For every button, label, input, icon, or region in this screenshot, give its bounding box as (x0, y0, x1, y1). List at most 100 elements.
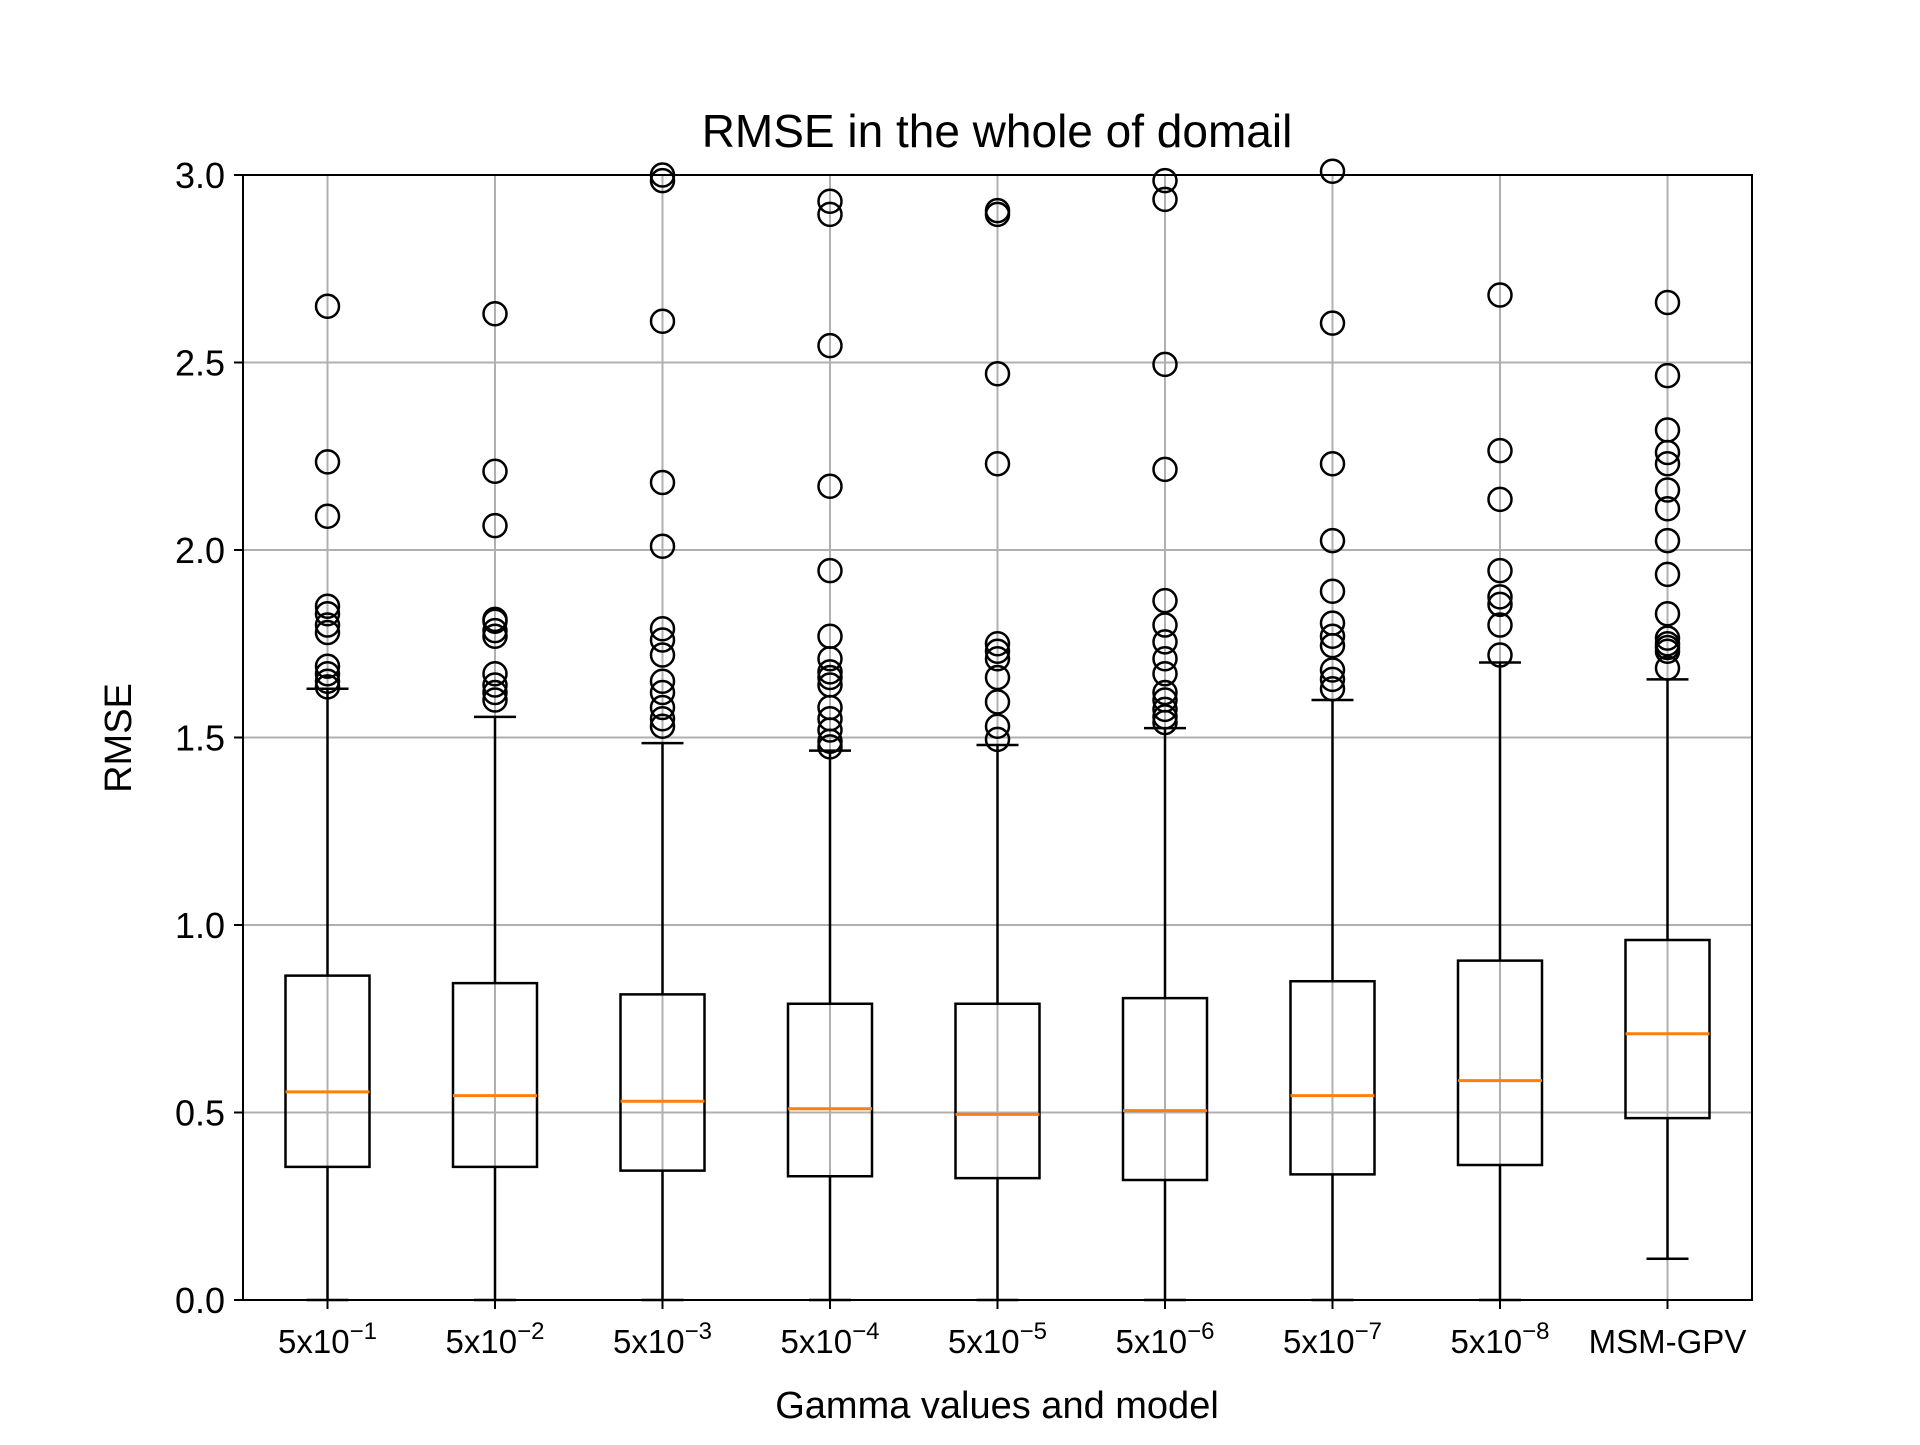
outlier-point (482, 661, 508, 687)
outlier-point (1654, 477, 1681, 503)
x-tick-label-base: 5x10 (948, 1323, 1020, 1360)
outlier-point (314, 593, 341, 619)
y-tick-label: 2.0 (175, 530, 225, 571)
y-axis-label: RMSE (98, 683, 140, 793)
y-tick-label: 1.0 (175, 905, 225, 946)
outlier-point (1487, 612, 1513, 638)
outlier-point (817, 734, 843, 760)
box-group (1624, 289, 1711, 1260)
outlier-point (1487, 437, 1513, 464)
outlier-point (482, 623, 508, 649)
outlier-point (1654, 655, 1681, 681)
outlier-point (1654, 561, 1681, 588)
x-tick-label-exponent: −2 (517, 1318, 544, 1345)
box-group (1289, 158, 1376, 1302)
outlier-point (649, 616, 676, 642)
outlier-point (1319, 578, 1346, 604)
outlier-point (984, 631, 1011, 657)
outlier-point (649, 706, 676, 732)
outlier-point (1152, 612, 1178, 638)
outlier-point (817, 557, 843, 584)
outlier-point (314, 449, 341, 475)
outlier-point (1654, 362, 1681, 389)
outlier-point (1654, 496, 1681, 522)
outlier-point (984, 689, 1011, 715)
outlier-point (817, 659, 843, 685)
outlier-point (1152, 709, 1178, 736)
outlier-point (1654, 625, 1681, 651)
outlier-point (1152, 646, 1178, 672)
y-axis-ticks: 0.0 0.5 1.0 1.5 2.0 2.5 3.0 (175, 155, 243, 1321)
x-tick-label: 5x10−7 (1283, 1318, 1382, 1360)
outlier-point (1319, 666, 1346, 693)
box-group (1121, 167, 1209, 1302)
outlier-point (817, 664, 843, 691)
outlier-point (1152, 704, 1178, 730)
x-tick-label-base: MSM-GPV (1589, 1323, 1747, 1360)
outlier-point (649, 627, 676, 653)
outlier-point (817, 728, 843, 754)
outlier-point (1654, 451, 1681, 477)
x-tick-label-exponent: −4 (852, 1318, 879, 1345)
x-tick-label-exponent: −7 (1355, 1318, 1382, 1345)
box-group (954, 197, 1041, 1302)
outlier-point (1487, 584, 1513, 610)
outlier-point (1152, 167, 1178, 194)
outlier-point (649, 469, 676, 496)
outlier-point (1319, 310, 1346, 336)
outlier-point (482, 512, 508, 539)
outlier-point (817, 188, 843, 214)
outlier-point (1152, 629, 1178, 655)
box (786, 1002, 874, 1178)
y-tick-label: 0.0 (175, 1280, 225, 1321)
outlier-point (1487, 282, 1513, 308)
x-tick-label-base: 5x10 (1283, 1323, 1355, 1360)
outlier-point (1654, 601, 1681, 627)
box (1624, 938, 1711, 1120)
outlier-point (1152, 661, 1178, 687)
outlier-point (1487, 557, 1513, 584)
outlier-point (1654, 439, 1681, 466)
outlier-point (314, 293, 341, 319)
outlier-point (984, 361, 1011, 387)
outlier-point (482, 458, 508, 484)
x-tick-label-exponent: −3 (685, 1318, 712, 1345)
x-tick-label-base: 5x10 (613, 1323, 685, 1360)
outlier-point (482, 672, 508, 698)
outlier-point (649, 713, 676, 739)
outlier-point (817, 332, 843, 359)
outlier-point (314, 601, 341, 627)
x-tick-label: 5x10−6 (1116, 1318, 1215, 1360)
box-group (451, 301, 539, 1302)
x-tick-label-base: 5x10 (1451, 1323, 1523, 1360)
x-tick-label: MSM-GPV (1589, 1323, 1747, 1360)
x-tick-label-base: 5x10 (278, 1323, 350, 1360)
outlier-point (1487, 642, 1513, 668)
outlier-point (482, 679, 508, 706)
x-tick-label-exponent: −5 (1020, 1318, 1047, 1345)
y-tick-label: 1.5 (175, 718, 225, 759)
outlier-point (1319, 657, 1346, 683)
outlier-point (1152, 456, 1178, 483)
box (451, 981, 539, 1169)
outlier-point (817, 646, 843, 672)
outlier-point (1654, 527, 1681, 554)
outlier-point (649, 668, 676, 694)
x-tick-label: 5x10−8 (1451, 1318, 1550, 1360)
box (284, 974, 371, 1169)
outlier-point (314, 661, 341, 687)
outlier-point (1319, 623, 1346, 649)
outlier-point (649, 694, 676, 721)
outlier-point (984, 664, 1011, 691)
outlier-point (314, 668, 341, 694)
outlier-point (1152, 186, 1178, 213)
outlier-point (482, 687, 508, 713)
x-tick-label: 5x10−1 (278, 1318, 377, 1360)
outlier-point (984, 451, 1011, 477)
box (1289, 980, 1376, 1176)
x-tick-label-exponent: −8 (1522, 1318, 1549, 1345)
outlier-point (1319, 158, 1346, 184)
outlier-point (984, 726, 1011, 753)
box (954, 1002, 1041, 1180)
